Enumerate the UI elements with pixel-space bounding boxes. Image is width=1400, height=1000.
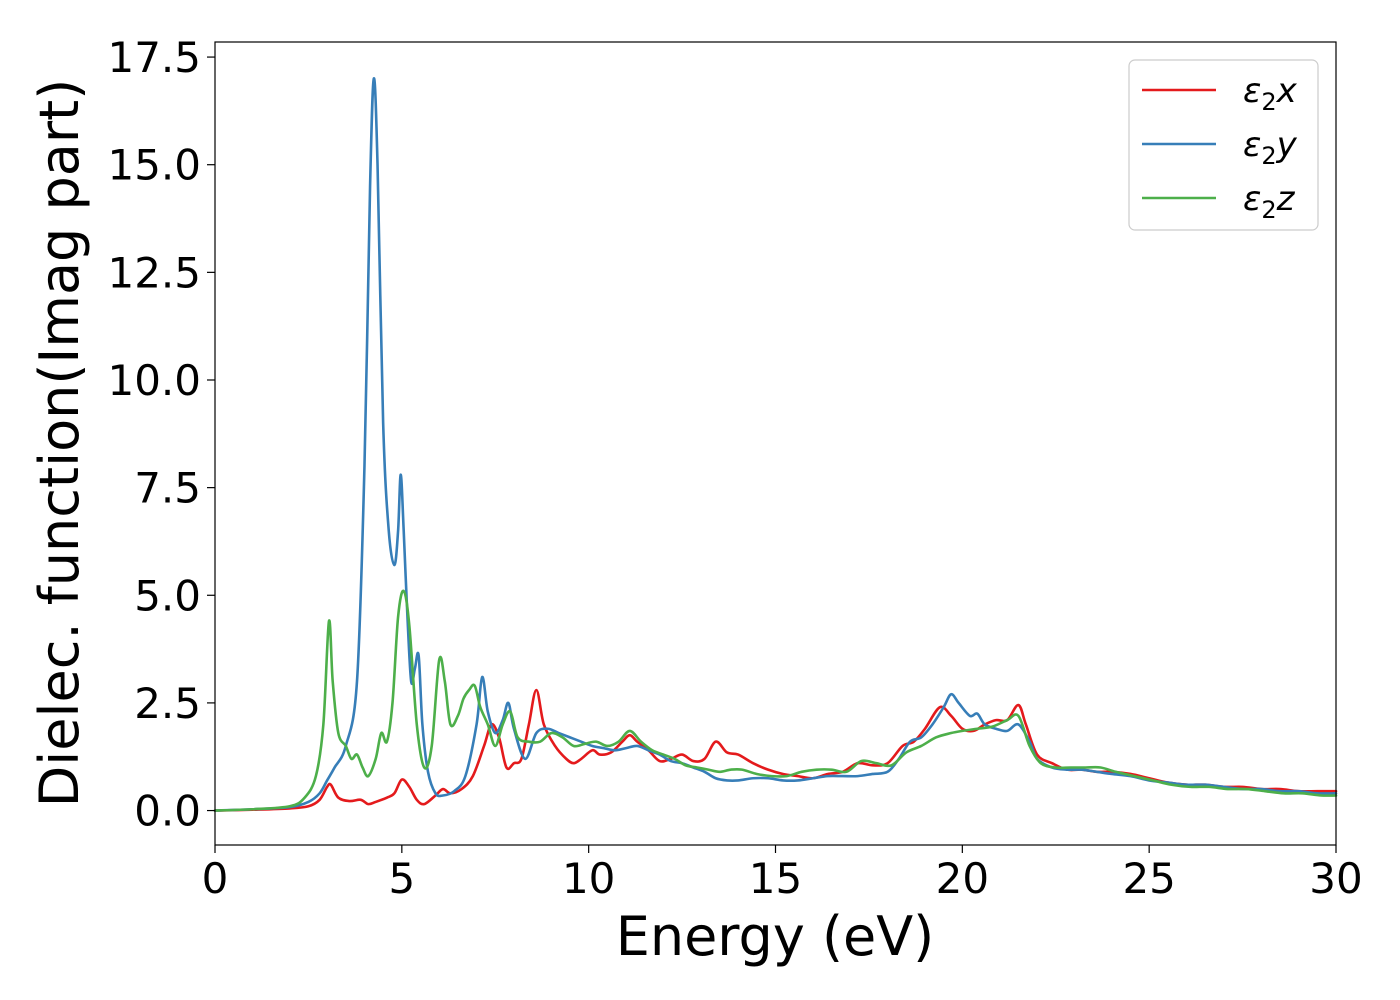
series-layer bbox=[213, 77, 1338, 812]
y-tick-label: 2.5 bbox=[134, 679, 201, 728]
y-axis: 0.0 2.5 5.0 7.5 10.0 12.5 15.0 17.5 bbox=[107, 33, 215, 836]
y-tick-label: 15.0 bbox=[107, 141, 201, 190]
x-tick-label: 15 bbox=[749, 854, 802, 903]
y-axis-label: Dielec. function(Imag part) bbox=[28, 79, 91, 808]
legend-box bbox=[1128, 59, 1319, 231]
x-tick-label: 10 bbox=[562, 854, 615, 903]
x-tick-label: 0 bbox=[202, 854, 229, 903]
x-tick-label: 20 bbox=[936, 854, 989, 903]
y-tick-label: 12.5 bbox=[107, 248, 201, 297]
legend-entries: ε2x ε2y ε2z bbox=[1142, 71, 1298, 224]
series-line-x bbox=[213, 688, 1338, 812]
legend: ε2x ε2y ε2z bbox=[1128, 59, 1319, 231]
x-tick-label: 30 bbox=[1309, 854, 1362, 903]
x-tick-label: 5 bbox=[388, 854, 415, 903]
legend-label-y: ε2y bbox=[1243, 125, 1298, 170]
y-tick-label: 10.0 bbox=[107, 356, 201, 405]
legend-label-z: ε2z bbox=[1243, 179, 1296, 224]
x-tick-label: 25 bbox=[1122, 854, 1175, 903]
x-axis: 0 5 10 15 20 25 30 bbox=[202, 845, 1363, 903]
y-tick-label: 0.0 bbox=[134, 787, 201, 836]
x-axis-label: Energy (eV) bbox=[616, 905, 935, 968]
series-line-z bbox=[213, 589, 1338, 812]
y-tick-label: 7.5 bbox=[134, 464, 201, 513]
y-tick-label: 5.0 bbox=[134, 571, 201, 620]
legend-label-x: ε2x bbox=[1243, 71, 1298, 116]
y-tick-label: 17.5 bbox=[107, 33, 201, 82]
